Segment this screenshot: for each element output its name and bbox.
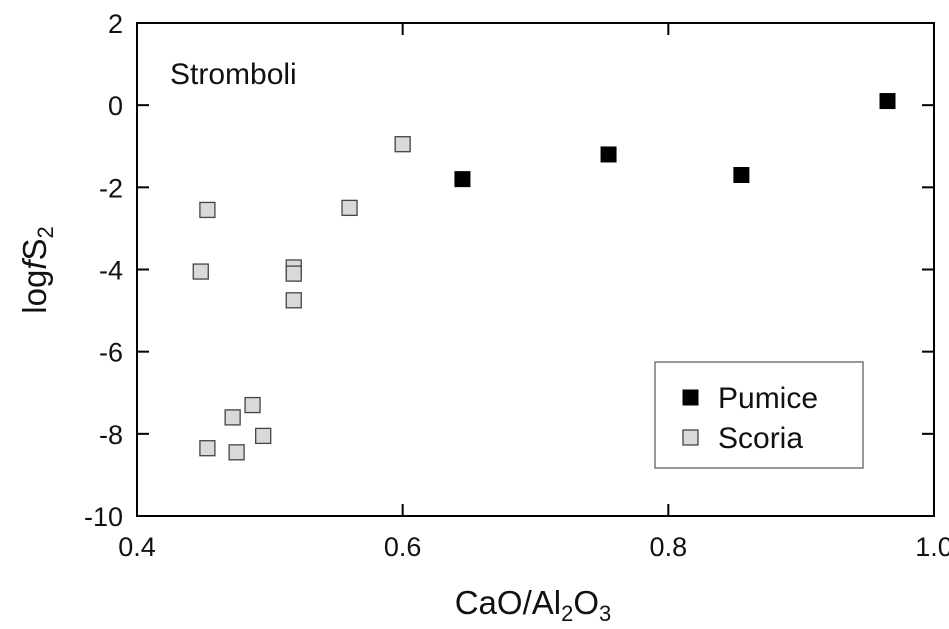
pumice-point — [879, 93, 896, 110]
x-tick-label: 1.0 — [915, 532, 949, 562]
scoria-point — [285, 292, 302, 309]
x-axis-title: CaO/Al2O3 — [455, 584, 612, 626]
scoria-point — [244, 396, 261, 414]
x-tick-label: 0.6 — [384, 532, 422, 562]
legend-scoria-marker — [682, 429, 699, 446]
scoria-point — [192, 263, 209, 280]
y-tick-labels: 2 0 -2 -4 -6 -8 -10 — [84, 9, 123, 532]
y-tick-label: -2 — [99, 173, 123, 203]
y-tick-label: -8 — [99, 420, 123, 450]
plot-frame — [136, 22, 935, 517]
legend-label-scoria: Scoria — [718, 422, 803, 455]
scoria-point — [224, 409, 241, 426]
y-axis-title: logfS2 — [16, 226, 58, 313]
scoria-point — [199, 440, 216, 457]
y-tick-label: -6 — [99, 338, 123, 368]
y-tick-label: 2 — [108, 9, 123, 39]
scoria-point — [285, 265, 302, 282]
x-tick-label: 0.8 — [650, 532, 688, 562]
legend-pumice-marker — [682, 389, 699, 406]
x-tick-label: 0.4 — [118, 532, 156, 562]
x-tick-labels: 0.4 0.6 0.8 1.0 — [118, 532, 949, 562]
y-tick-label: -4 — [99, 256, 123, 286]
scoria-point — [394, 136, 411, 153]
chart-annotation: Stromboli — [170, 58, 297, 91]
legend-label-pumice: Pumice — [718, 382, 818, 415]
y-tick-label: -10 — [84, 502, 123, 532]
pumice-point — [733, 167, 750, 184]
legend-box — [654, 361, 864, 469]
pumice-point — [600, 146, 617, 163]
scoria-point — [199, 201, 216, 219]
scoria-point — [228, 444, 245, 461]
data-points — [192, 93, 896, 461]
pumice-point — [454, 171, 471, 188]
scoria-point — [255, 427, 272, 445]
scoria-point — [341, 199, 358, 217]
y-tick-label: 0 — [108, 91, 123, 121]
legend: Pumice Scoria — [654, 361, 864, 469]
